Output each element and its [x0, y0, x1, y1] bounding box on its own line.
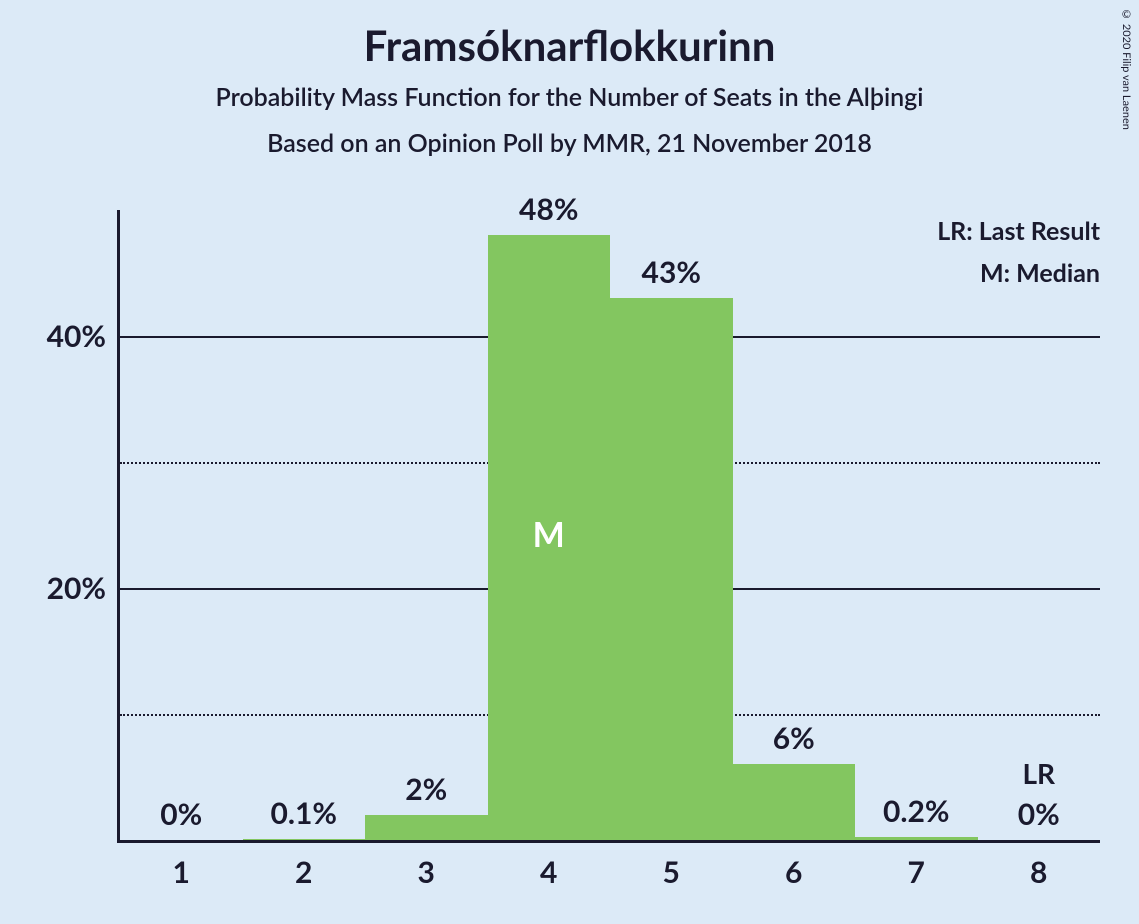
x-tick-label: 3 [418, 840, 435, 890]
bar-value-label: 48% [488, 191, 611, 227]
chart-title: Framsóknarflokkurinn [0, 20, 1139, 70]
x-tick-label: 8 [1030, 840, 1047, 890]
bar-value-label: 0.1% [243, 795, 366, 831]
x-tick-label: 2 [295, 840, 312, 890]
x-tick-label: 6 [785, 840, 802, 890]
bar-value-label: 0% [978, 796, 1101, 832]
median-annotation: M [488, 514, 611, 555]
legend-median: M: Median [980, 258, 1100, 288]
bar-chart: 20%40%0%10.1%22%348%M443%56%60.2%70%LR8 [120, 210, 1100, 840]
bar-value-label: 2% [365, 771, 488, 807]
bar [365, 815, 488, 840]
x-axis [120, 840, 1100, 843]
bar-value-label: 6% [733, 720, 856, 756]
x-tick-label: 7 [908, 840, 925, 890]
x-tick-label: 4 [540, 840, 557, 890]
y-tick-label: 40% [47, 318, 120, 354]
y-tick-label: 20% [47, 570, 120, 606]
last-result-annotation: LR [978, 756, 1101, 790]
y-axis [117, 210, 120, 843]
bar-value-label: 0% [120, 796, 243, 832]
x-tick-label: 5 [663, 840, 680, 890]
bar [610, 298, 733, 840]
bar-value-label: 0.2% [855, 793, 978, 829]
plot-area: 20%40%0%10.1%22%348%M443%56%60.2%70%LR8 [120, 210, 1100, 840]
copyright-text: © 2020 Filip van Laenen [1120, 8, 1133, 130]
chart-subtitle-1: Probability Mass Function for the Number… [0, 82, 1139, 112]
bar-value-label: 43% [610, 254, 733, 290]
bar [733, 764, 856, 840]
legend-last-result: LR: Last Result [937, 216, 1100, 246]
x-tick-label: 1 [173, 840, 190, 890]
chart-subtitle-2: Based on an Opinion Poll by MMR, 21 Nove… [0, 128, 1139, 158]
